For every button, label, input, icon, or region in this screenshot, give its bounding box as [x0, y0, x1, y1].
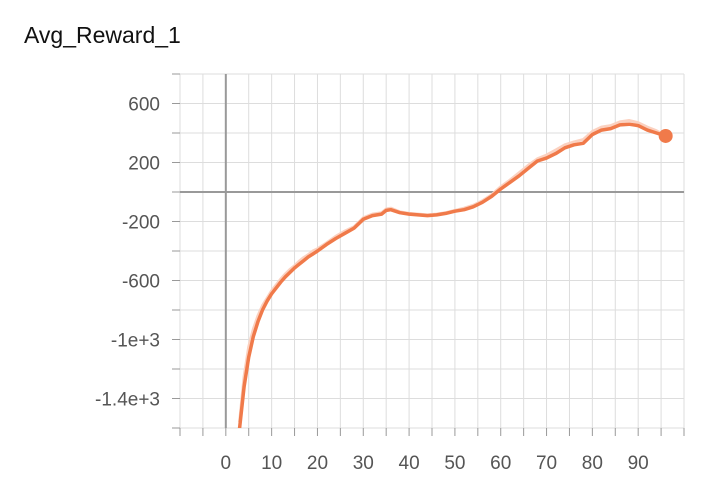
x-tick-label: 40	[399, 453, 420, 474]
x-tick-label: 0	[221, 453, 232, 474]
x-tick-label: 90	[628, 453, 649, 474]
x-tick-label: 50	[444, 453, 465, 474]
last-point-marker	[658, 128, 673, 143]
y-tick-label: 200	[128, 154, 160, 175]
series-line	[237, 122, 668, 428]
y-tick-label: -600	[122, 272, 160, 293]
y-tick-label: -200	[122, 213, 160, 234]
raw-series-line	[238, 119, 667, 423]
y-tick-label: -1.4e+3	[95, 390, 160, 411]
tick-labels: 0 10 20 30 40 50 60 70 80 90 600 200 -200 -600 -1e+3 -1…	[95, 95, 649, 475]
x-tick-label: 80	[582, 453, 603, 474]
x-tick-label: 10	[261, 453, 282, 474]
x-tick-label: 30	[353, 453, 374, 474]
axis-layer	[172, 73, 685, 436]
chart-title: Avg_Reward_1	[24, 22, 181, 48]
y-tick-label: -1e+3	[111, 331, 160, 352]
x-tick-label: 60	[490, 453, 511, 474]
x-tick-label: 70	[536, 453, 557, 474]
series-layer	[237, 119, 673, 428]
x-tick-label: 20	[307, 453, 328, 474]
y-tick-label: 600	[128, 95, 160, 116]
